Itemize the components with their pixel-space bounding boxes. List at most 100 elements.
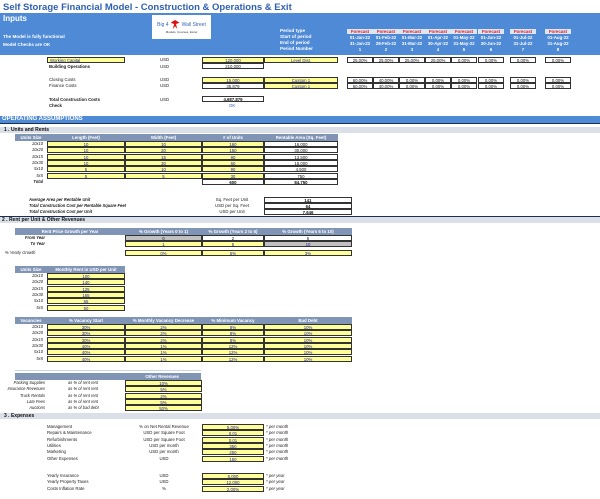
units-cell[interactable]: 30 (202, 172, 264, 179)
vacancy-input[interactable]: 12% (202, 349, 264, 356)
units-cell[interactable]: 90 (202, 153, 264, 160)
vacancy-input[interactable]: 8% (202, 330, 264, 337)
vacancy-input[interactable]: 2% (125, 336, 202, 343)
units-cell[interactable]: 20 (125, 147, 202, 154)
monthly-rent-input[interactable]: 100 (47, 273, 125, 279)
units-cell[interactable]: 90 (202, 166, 264, 173)
distribution-cell[interactable]: 0.00% (451, 57, 477, 63)
to-year-cell[interactable]: 1 (125, 241, 202, 247)
working-capital-input[interactable]: 120,000 (202, 57, 264, 63)
vacancy-input[interactable]: 1% (125, 355, 202, 362)
distribution-cell[interactable]: 25.00% (425, 57, 451, 63)
yearly-expense-input[interactable]: 12,000 (202, 479, 264, 486)
units-cell[interactable]: 10 (47, 147, 125, 154)
expense-input[interactable]: 250 (202, 449, 264, 456)
distribution-cell[interactable]: 25.00% (399, 57, 425, 63)
units-total-count: 600 (202, 179, 264, 185)
to-year-cell[interactable]: 5 (202, 241, 264, 247)
units-cell[interactable]: 10 (47, 159, 125, 166)
units-cell[interactable]: 160 (202, 141, 264, 147)
other-revenue-input[interactable]: 10% (125, 380, 202, 386)
distribution-cell[interactable]: 0.00% (545, 77, 571, 83)
distribution-cell[interactable]: 0.00% (478, 57, 504, 63)
vacancy-input[interactable]: 40% (47, 349, 125, 356)
units-cell[interactable]: 15 (125, 153, 202, 160)
distribution-cell[interactable]: 0.00% (510, 57, 536, 63)
yearly-growth-cell[interactable]: 0% (125, 250, 202, 256)
vacancy-input[interactable]: 1% (125, 349, 202, 356)
distribution-cell[interactable]: 0.00% (510, 77, 536, 83)
vacancy-input[interactable]: 8% (202, 336, 264, 343)
vacancy-input[interactable]: 10% (264, 330, 352, 337)
vacancy-input[interactable]: 40% (47, 355, 125, 362)
units-cell[interactable]: 5 (125, 172, 202, 179)
from-year-cell[interactable]: 2 (202, 235, 264, 241)
period-number-cell: 8 (556, 47, 560, 52)
closing-costs-input[interactable]: 15,000 (202, 77, 264, 83)
vacancy-input[interactable]: 40% (47, 342, 125, 349)
distribution-cell[interactable]: 25.00% (347, 57, 373, 63)
monthly-rent-input[interactable]: 50 (47, 304, 125, 311)
vacancy-input[interactable]: 2% (125, 324, 202, 330)
from-year-cell[interactable]: 6 (264, 235, 352, 241)
yearly-expense-input[interactable]: 2.00% (202, 485, 264, 492)
expense-input[interactable]: 0.01 (202, 430, 264, 437)
expense-input[interactable]: 5.00% (202, 424, 264, 430)
finance-costs-method[interactable]: Custom 1 (264, 83, 338, 89)
vacancy-input[interactable]: 10% (264, 324, 352, 330)
units-cell[interactable]: 10 (125, 166, 202, 173)
vacancy-input[interactable]: 12% (202, 342, 264, 349)
vacancy-input[interactable]: 30% (47, 330, 125, 337)
distribution-cell[interactable]: 0.00% (425, 83, 451, 89)
working-capital-method[interactable]: Level Dist. (264, 57, 338, 63)
distribution-cell[interactable]: 60.00% (347, 77, 373, 83)
units-cell[interactable]: 5 (47, 172, 125, 179)
distribution-cell[interactable]: 0.00% (478, 77, 504, 83)
units-cell[interactable]: 30 (125, 159, 202, 166)
monthly-rent-input[interactable]: 140 (47, 279, 125, 286)
distribution-cell[interactable]: 0.00% (451, 83, 477, 89)
distribution-cell[interactable]: 0.00% (545, 57, 571, 63)
vacancy-input[interactable]: 8% (202, 324, 264, 330)
vacancy-input[interactable]: 2% (125, 330, 202, 337)
distribution-cell[interactable]: 40.00% (373, 77, 399, 83)
expense-input[interactable]: 350 (202, 442, 264, 449)
monthly-rent-input[interactable]: 165 (47, 291, 125, 298)
closing-costs-method[interactable]: Custom 1 (264, 77, 338, 83)
distribution-cell[interactable]: 0.00% (425, 77, 451, 83)
vacancy-input[interactable]: 10% (264, 349, 352, 356)
distribution-cell[interactable]: 0.00% (399, 77, 425, 83)
other-revenue-input[interactable]: 50% (125, 405, 202, 412)
units-cell[interactable]: 10 (125, 141, 202, 147)
vacancy-input[interactable]: 10% (264, 355, 352, 362)
units-cell[interactable]: 5 (47, 166, 125, 173)
distribution-cell[interactable]: 25.00% (373, 57, 399, 63)
units-cell[interactable]: 10 (47, 153, 125, 160)
distribution-cell[interactable]: 40.00% (373, 83, 399, 89)
vacancy-input[interactable]: 10% (264, 336, 352, 343)
vacancy-input[interactable]: 12% (202, 355, 264, 362)
distribution-cell[interactable]: 0.00% (478, 83, 504, 89)
units-cell[interactable]: 10 (47, 141, 125, 147)
vacancy-input[interactable]: 30% (47, 324, 125, 330)
distribution-cell[interactable]: 0.00% (510, 83, 536, 89)
yearly-growth-cell[interactable]: 5% (202, 250, 264, 256)
vacancy-input[interactable]: 1% (125, 342, 202, 349)
distribution-cell[interactable]: 0.00% (451, 77, 477, 83)
distribution-cell[interactable]: 60.00% (347, 83, 373, 89)
distribution-cell[interactable]: 0.00% (545, 83, 571, 89)
expense-input[interactable]: 0.01 (202, 436, 264, 443)
yearly-expense-input[interactable]: 5,000 (202, 473, 264, 479)
other-revenue-input[interactable]: 5% (125, 386, 202, 393)
other-revenue-input[interactable]: 2% (125, 392, 202, 399)
units-cell[interactable]: 150 (202, 147, 264, 154)
distribution-cell[interactable]: 0.00% (399, 83, 425, 89)
monthly-rent-input[interactable]: 125 (47, 285, 125, 292)
monthly-rent-input[interactable]: 65 (47, 298, 125, 305)
other-revenue-input[interactable]: 5% (125, 398, 202, 405)
units-cell[interactable]: 60 (202, 159, 264, 166)
vacancy-input[interactable]: 10% (264, 342, 352, 349)
vacancy-input[interactable]: 30% (47, 336, 125, 343)
expense-input[interactable]: 150 (202, 455, 264, 462)
yearly-growth-cell[interactable]: 3% (264, 250, 352, 256)
